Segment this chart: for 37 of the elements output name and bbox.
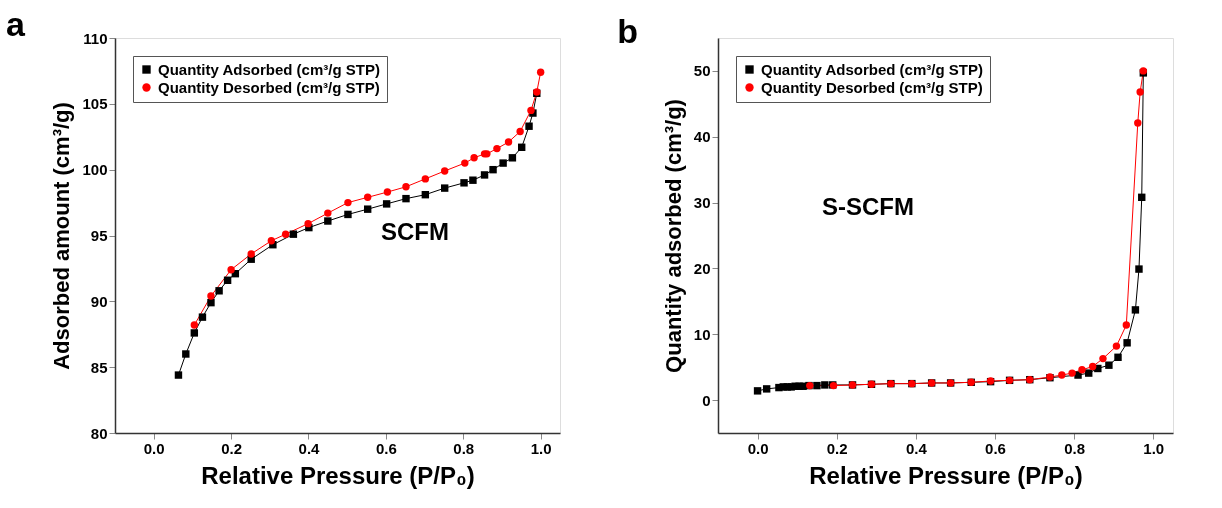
legend-label: Quantity Adsorbed (cm³/g STP)	[761, 60, 983, 78]
annotation: SCFM	[381, 218, 449, 245]
x-axis-title: Relative Pressure (P/P₀)	[809, 461, 1083, 489]
x-tick-label: 0.8	[453, 439, 475, 457]
y-tick-label: 105	[82, 95, 108, 113]
y-tick-label: 95	[90, 227, 108, 244]
x-tick-label: 0.2	[221, 439, 243, 457]
y-axis-title: Quantity adsorbed (cm³/g)	[660, 99, 686, 373]
x-axis-title: Relative Pressure (P/P₀)	[201, 461, 475, 489]
legend-label: Quantity Adsorbed (cm³/g STP)	[158, 60, 380, 78]
legend-label: Quantity Desorbed (cm³/g STP)	[761, 78, 983, 96]
y-tick-label: 90	[90, 292, 108, 310]
y-tick-label: 10	[693, 325, 711, 343]
y-tick-label: 110	[83, 29, 108, 47]
x-tick-label: 1.0	[1143, 439, 1165, 457]
y-tick-label: 50	[693, 62, 711, 80]
y-tick-label: 80	[90, 424, 108, 442]
x-tick-label: 0.2	[826, 439, 848, 457]
x-tick-label: 0.0	[747, 439, 769, 457]
x-tick-label: 0.6	[985, 439, 1006, 457]
y-tick-label: 20	[693, 259, 711, 277]
y-tick-label: 30	[693, 194, 711, 212]
x-tick-label: 1.0	[530, 439, 552, 457]
legend-label: Quantity Desorbed (cm³/g STP)	[158, 78, 380, 96]
chart-title: b	[617, 12, 639, 50]
chart-title: a	[5, 5, 26, 43]
x-tick-label: 0.0	[143, 439, 165, 457]
y-axis-title: Adsorbed amount (cm³/g)	[49, 102, 75, 370]
y-tick-label: 40	[693, 128, 711, 146]
x-tick-label: 0.8	[1064, 439, 1086, 457]
annotation: S-SCFM	[822, 193, 914, 220]
x-tick-label: 0.4	[298, 439, 321, 457]
x-tick-label: 0.6	[375, 439, 397, 457]
y-tick-label: 100	[82, 161, 108, 179]
x-tick-label: 0.4	[905, 439, 928, 457]
y-tick-label: 0	[702, 391, 711, 409]
y-tick-label: 85	[90, 358, 108, 376]
